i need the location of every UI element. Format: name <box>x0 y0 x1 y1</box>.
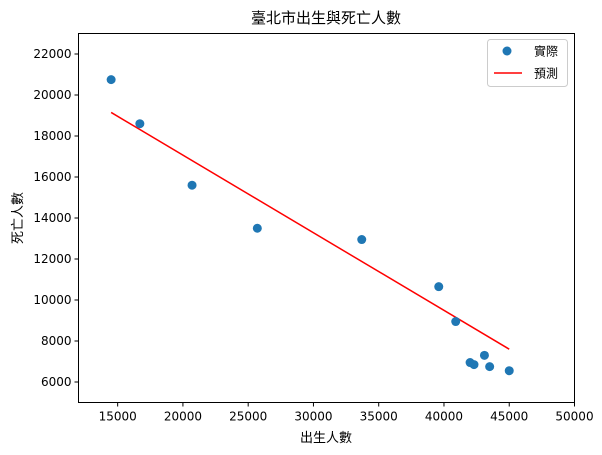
data-point-0 <box>106 75 116 85</box>
x-tick-label-5: 40000 <box>425 410 463 424</box>
data-point-5 <box>434 282 444 292</box>
x-axis-label: 出生人數 <box>300 431 352 446</box>
x-tick-label-0: 15000 <box>99 410 137 424</box>
y-axis-label: 死亡人數 <box>11 192 26 244</box>
data-point-3 <box>252 223 262 233</box>
chart-title: 臺北市出生與死亡人數 <box>251 9 401 27</box>
data-point-2 <box>187 180 197 190</box>
x-tick-label-4: 35000 <box>360 410 398 424</box>
y-tick-label-3: 12000 <box>33 252 71 266</box>
x-tick-label-1: 20000 <box>164 410 202 424</box>
y-tick-label-2: 10000 <box>33 293 71 307</box>
x-tick-label-6: 45000 <box>490 410 528 424</box>
x-tick-label-3: 30000 <box>294 410 332 424</box>
data-point-6 <box>451 317 461 327</box>
x-tick-label-2: 25000 <box>229 410 267 424</box>
plot-area <box>106 75 514 376</box>
predicted-line <box>110 111 510 350</box>
data-point-8 <box>469 360 479 370</box>
y-tick-label-5: 16000 <box>33 170 71 184</box>
data-point-10 <box>485 362 495 372</box>
y-tick-label-0: 6000 <box>41 375 72 389</box>
plot-frame <box>78 33 575 403</box>
y-axis-ticks: 6000 8000 10000 12000 14000 16000 18000 20000 22… <box>33 47 79 389</box>
y-tick-label-7: 20000 <box>33 88 71 102</box>
y-tick-label-6: 18000 <box>33 129 71 143</box>
legend: 實際 預測 <box>487 39 568 87</box>
x-tick-label-7: 50000 <box>555 410 593 424</box>
legend-label-predicted: 預測 <box>534 67 558 81</box>
data-point-1 <box>135 119 145 129</box>
y-tick-label-8: 22000 <box>33 47 71 61</box>
y-tick-label-1: 8000 <box>41 334 72 348</box>
legend-label-actual: 實際 <box>534 44 558 59</box>
data-point-11 <box>504 366 514 376</box>
legend-marker-actual <box>502 46 512 56</box>
y-tick-label-4: 14000 <box>33 211 71 225</box>
data-point-9 <box>479 350 489 360</box>
data-point-4 <box>357 235 367 245</box>
x-axis-ticks: 15000 20000 25000 30000 35000 40000 45000 50000 <box>99 402 594 424</box>
